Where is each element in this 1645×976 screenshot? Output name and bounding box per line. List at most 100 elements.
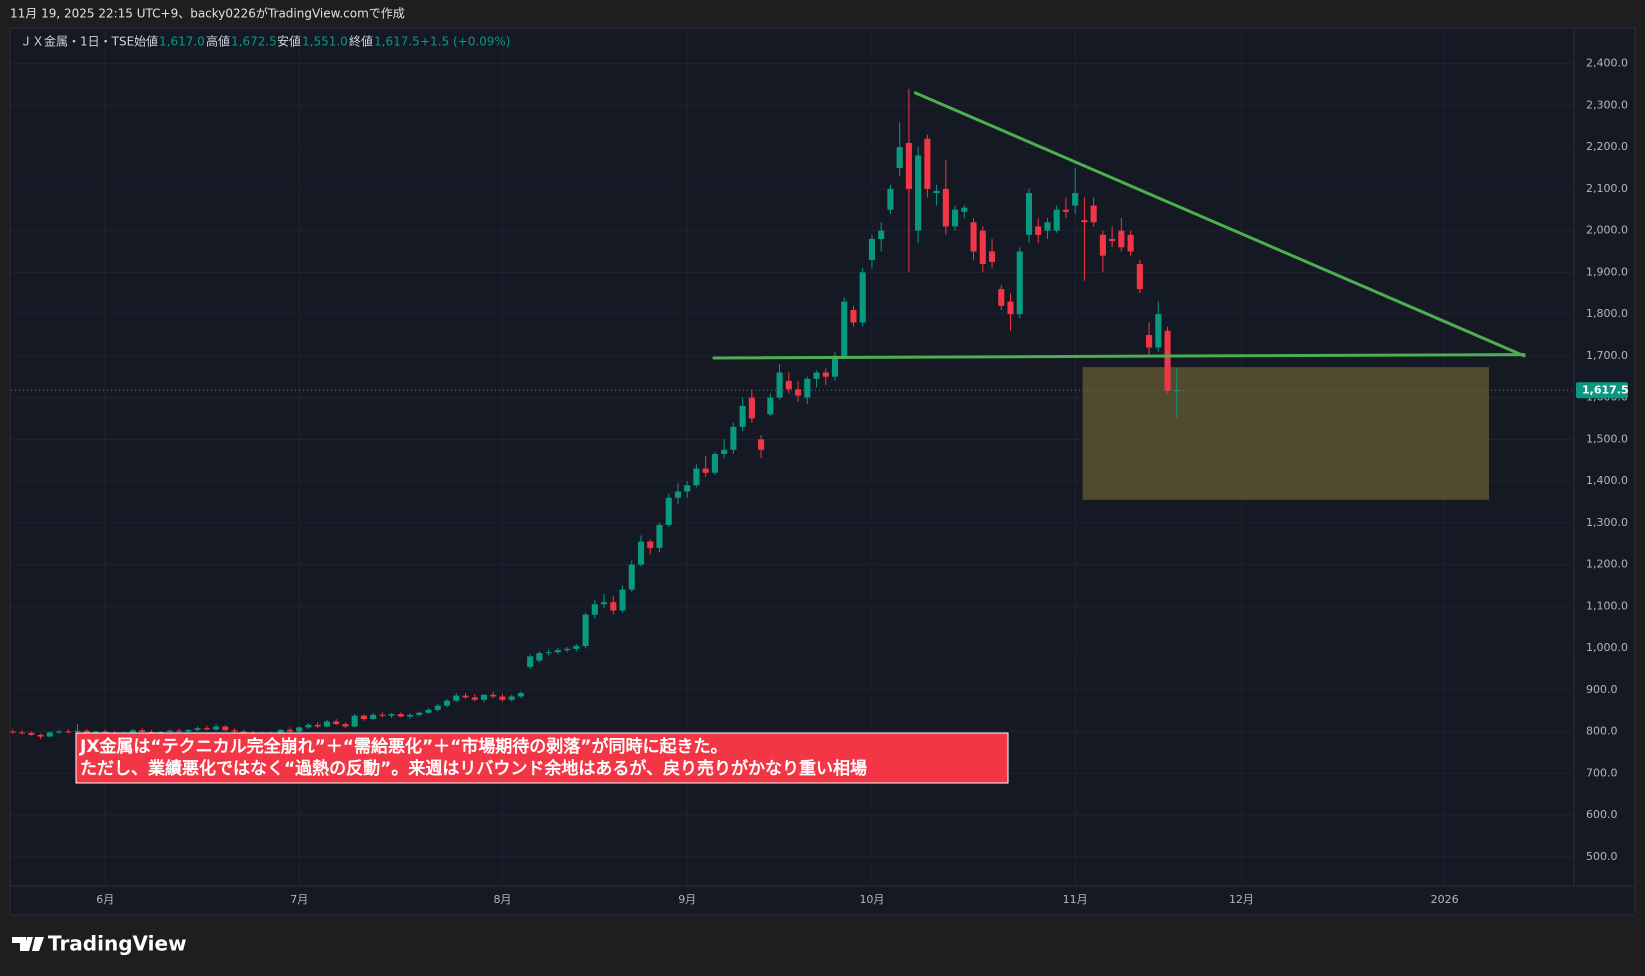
candle-body bbox=[28, 732, 35, 735]
legend-change: +1.5 (+0.09%) bbox=[420, 35, 511, 49]
candle-body bbox=[323, 721, 330, 727]
candle-body bbox=[1146, 334, 1153, 348]
legend-value: 1,617.5 bbox=[374, 35, 420, 49]
candle-body bbox=[758, 439, 765, 450]
legend-value: 1,551.0 bbox=[302, 35, 348, 49]
candle-body bbox=[748, 397, 755, 419]
candle-body bbox=[360, 715, 367, 720]
candle-body bbox=[351, 715, 358, 727]
candle-body bbox=[924, 138, 931, 189]
y-tick-label: 2,100.0 bbox=[1586, 182, 1628, 195]
legend-label: 始値 bbox=[134, 34, 158, 49]
candle-body bbox=[822, 372, 829, 377]
candle-body bbox=[194, 728, 201, 730]
candle-body bbox=[92, 731, 100, 734]
candle-body bbox=[628, 564, 635, 590]
candle-body bbox=[286, 729, 294, 732]
candle-body bbox=[74, 730, 81, 732]
y-tick-label: 1,700.0 bbox=[1586, 349, 1628, 362]
candle-body bbox=[859, 272, 866, 323]
candle-body bbox=[517, 693, 524, 697]
candle-body bbox=[471, 697, 478, 700]
candle-body bbox=[998, 289, 1005, 306]
caption: 11月 19, 2025 22:15 UTC+9、backy0226がTradi… bbox=[10, 6, 405, 21]
candle-body bbox=[730, 426, 737, 450]
legend-symbol: ＪＸ金属・1日・TSE bbox=[20, 34, 134, 49]
x-tick-label: 9月 bbox=[678, 893, 696, 906]
candle-body bbox=[277, 729, 284, 733]
candle-body bbox=[425, 709, 432, 713]
candle-body bbox=[397, 714, 404, 717]
candle-body bbox=[1099, 234, 1106, 256]
last-price-label: 1,617.5 bbox=[1582, 383, 1629, 396]
candle-body bbox=[554, 650, 561, 653]
candle-body bbox=[702, 468, 709, 473]
trendline bbox=[712, 353, 1526, 360]
candle-body bbox=[46, 732, 53, 737]
x-tick-label: 12月 bbox=[1229, 893, 1254, 906]
candle-body bbox=[1007, 301, 1014, 315]
candle-body bbox=[1090, 205, 1097, 223]
candle-body bbox=[637, 541, 645, 565]
y-tick-label: 2,200.0 bbox=[1586, 140, 1628, 153]
candle-body bbox=[453, 695, 460, 701]
candle-body bbox=[434, 705, 441, 710]
x-tick-label: 7月 bbox=[290, 893, 308, 906]
candle-body bbox=[850, 309, 857, 323]
candle-body bbox=[139, 730, 146, 732]
candle-body bbox=[1016, 251, 1023, 315]
y-tick-label: 2,300.0 bbox=[1586, 98, 1628, 111]
trendline bbox=[913, 91, 1526, 358]
candle-body bbox=[499, 696, 506, 700]
candle-body bbox=[831, 355, 839, 377]
candle-body bbox=[1136, 264, 1143, 290]
candle-body bbox=[296, 727, 303, 732]
candle-body bbox=[693, 468, 700, 486]
candle-body bbox=[83, 730, 90, 734]
candle-body bbox=[1155, 314, 1162, 348]
legend-value: 1,617.0 bbox=[159, 35, 205, 49]
candle-body bbox=[804, 378, 811, 398]
y-tick-label: 700.0 bbox=[1586, 766, 1618, 779]
candle-body bbox=[545, 652, 552, 654]
y-tick-label: 600.0 bbox=[1586, 808, 1618, 821]
x-tick-label: 2026 bbox=[1431, 893, 1459, 906]
candle-body bbox=[647, 541, 654, 548]
candle-body bbox=[19, 732, 26, 734]
y-tick-label: 1,200.0 bbox=[1586, 558, 1628, 571]
candle-body bbox=[333, 721, 340, 725]
candle-body bbox=[1062, 209, 1069, 212]
candle-body bbox=[1035, 226, 1042, 235]
candle-body bbox=[416, 712, 423, 715]
candle-body bbox=[388, 714, 395, 716]
candle-body bbox=[231, 730, 238, 732]
candle-body bbox=[490, 694, 497, 697]
zone bbox=[1082, 367, 1490, 500]
candle-body bbox=[887, 188, 894, 210]
candle-body bbox=[222, 726, 229, 731]
candle-body bbox=[591, 604, 598, 615]
candle-body bbox=[314, 724, 321, 727]
candle-body bbox=[9, 731, 16, 733]
candle-body bbox=[868, 238, 875, 260]
candle-body bbox=[573, 645, 580, 649]
legend-label: 高値 bbox=[206, 34, 230, 49]
candle-body bbox=[342, 724, 349, 727]
y-tick-label: 1,100.0 bbox=[1586, 599, 1628, 612]
legend-label: 安値 bbox=[277, 34, 301, 49]
candle-body bbox=[536, 653, 543, 661]
candle-body bbox=[185, 729, 192, 732]
candle-body bbox=[564, 648, 571, 651]
annotation-text: ただし、業績悪化ではなく“過熱の反動”。来週はリバウンド余地はあるが、戻り売りが… bbox=[80, 758, 867, 779]
candle-body bbox=[1118, 230, 1125, 248]
candle-body bbox=[961, 207, 968, 212]
candle-body bbox=[610, 602, 617, 611]
candle-body bbox=[665, 497, 672, 525]
x-tick-label: 11月 bbox=[1063, 893, 1088, 906]
candle-body bbox=[979, 230, 986, 265]
y-tick-label: 1,800.0 bbox=[1586, 307, 1628, 320]
candle-body bbox=[527, 656, 534, 667]
candle-body bbox=[1164, 330, 1171, 391]
candle-body bbox=[1109, 238, 1116, 242]
